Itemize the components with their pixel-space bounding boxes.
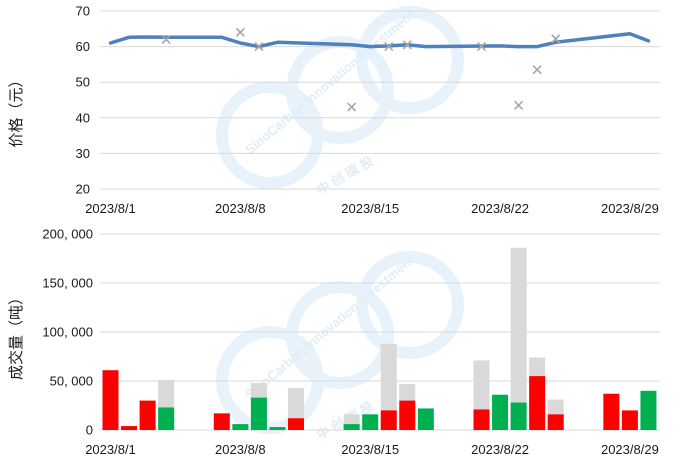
price-x-tick-label: 2023/8/1 — [85, 201, 136, 216]
volume-bar — [288, 418, 304, 430]
volume-bar — [362, 414, 379, 430]
volume-bar — [102, 370, 119, 430]
price-y-axis-title: 价格（元） — [8, 72, 25, 147]
volume-bar — [250, 397, 267, 430]
watermark-logo: 中 创 碳 投 SinoCarbon Innovation Investment… — [216, 6, 464, 443]
volume-y-tick-labels: 0 50, 000 100, 000 150, 000 200, 000 — [42, 227, 93, 438]
trade-price-marker — [347, 102, 357, 112]
price-y-tick-labels: 20 30 40 50 60 70 — [76, 4, 90, 197]
trade-price-marker — [254, 42, 264, 52]
volume-bar — [640, 390, 657, 430]
volume-bar — [380, 410, 397, 430]
price-y-tick-label: 70 — [76, 4, 90, 19]
trade-price-marker — [476, 42, 487, 52]
volume-y-tick-label: 0 — [86, 423, 93, 438]
price-series — [108, 27, 651, 112]
price-y-tick-label: 60 — [76, 39, 90, 54]
volume-bar — [529, 376, 546, 430]
volume-bar — [399, 400, 416, 430]
volume-y-tick-label: 200, 000 — [42, 227, 93, 242]
volume-bar — [473, 409, 490, 430]
volume-bar — [603, 393, 620, 430]
volume-bar — [417, 408, 434, 430]
volume-bar — [232, 424, 249, 430]
price-x-tick-labels: 2023/8/1 2023/8/8 2023/8/15 2023/8/22 2023/8… — [85, 201, 659, 216]
volume-x-tick-labels: 2023/8/1 2023/8/8 2023/8/15 2023/8/22 2023/8… — [85, 442, 659, 457]
volume-bars — [102, 247, 657, 430]
volume-bar — [139, 400, 156, 430]
volume-bar — [492, 394, 509, 430]
trade-price-marker — [161, 34, 171, 45]
volume-gridlines — [100, 233, 660, 431]
volume-bar — [213, 413, 230, 430]
trade-price-marker — [402, 40, 412, 50]
volume-y-tick-label: 50, 000 — [50, 374, 93, 389]
price-y-tick-label: 20 — [76, 182, 90, 197]
volume-x-tick-label: 2023/8/15 — [341, 442, 399, 457]
volume-x-tick-label: 2023/8/29 — [601, 442, 659, 457]
trade-price-marker — [514, 100, 524, 110]
volume-y-tick-label: 150, 000 — [42, 276, 93, 291]
volume-bar — [121, 426, 138, 430]
volume-y-tick-label: 100, 000 — [42, 325, 93, 340]
volume-bar — [158, 407, 175, 430]
price-y-tick-label: 40 — [76, 110, 90, 125]
volume-y-axis-title: 成交量（吨） — [7, 290, 25, 380]
volume-x-tick-label: 2023/8/8 — [215, 442, 266, 457]
price-x-tick-label: 2023/8/8 — [215, 201, 266, 216]
price-y-tick-label: 30 — [76, 146, 90, 161]
price-y-tick-label: 50 — [76, 75, 90, 90]
volume-chart: 0 50, 000 100, 000 150, 000 200, 000 2023/8/… — [7, 227, 660, 457]
trade-price-marker — [551, 34, 561, 44]
price-x-tick-label: 2023/8/29 — [601, 201, 659, 216]
volume-bar — [510, 402, 527, 430]
volume-x-tick-label: 2023/8/1 — [85, 442, 136, 457]
volume-x-tick-label: 2023/8/22 — [471, 442, 529, 457]
price-x-tick-label: 2023/8/15 — [341, 201, 399, 216]
volume-total-bar — [510, 247, 527, 430]
volume-bar — [621, 410, 638, 430]
volume-bar — [343, 424, 360, 430]
trade-price-marker — [532, 65, 542, 75]
watermark-company-cn: 中 创 碳 投 — [314, 153, 376, 197]
trade-price-marker — [235, 27, 245, 37]
volume-total-bar — [380, 343, 397, 430]
volume-bar — [269, 427, 286, 430]
price-x-tick-label: 2023/8/22 — [471, 201, 529, 216]
trade-price-marker — [384, 42, 394, 52]
price-line — [108, 32, 651, 49]
volume-bar — [547, 414, 564, 430]
